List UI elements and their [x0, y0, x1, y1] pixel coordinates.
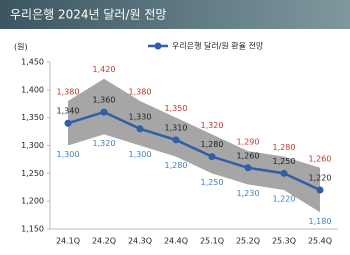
y-tick-label: 1,150	[21, 225, 44, 234]
data-label: 1,360	[93, 96, 116, 105]
legend-marker	[154, 42, 162, 50]
upper-label: 1,320	[201, 121, 224, 130]
upper-label: 1,290	[237, 138, 260, 147]
upper-label: 1,260	[309, 154, 332, 163]
upper-label: 1,380	[57, 87, 80, 96]
chart-title: 우리은행 2024년 달러/원 전망	[10, 7, 166, 22]
x-tick-label: 25.1Q	[200, 237, 224, 246]
y-tick-label: 1,200	[21, 197, 44, 206]
x-tick-label: 24.2Q	[92, 237, 116, 246]
upper-label: 1,420	[93, 65, 116, 74]
data-label: 1,330	[129, 112, 152, 121]
upper-label: 1,350	[165, 104, 188, 113]
marker	[136, 125, 144, 133]
x-tick-label: 24.1Q	[56, 237, 80, 246]
data-label: 1,250	[273, 157, 296, 166]
x-tick-label: 25.3Q	[272, 237, 296, 246]
upper-label: 1,380	[129, 87, 152, 96]
lower-label: 1,300	[57, 150, 80, 159]
data-label: 1,220	[309, 174, 332, 183]
data-label: 1,310	[165, 123, 188, 132]
y-tick-label: 1,300	[21, 141, 44, 150]
y-tick-label: 1,250	[21, 169, 44, 178]
data-label: 1,340	[57, 107, 80, 116]
range-band	[68, 78, 320, 213]
marker	[64, 119, 72, 127]
y-tick-label: 1,350	[21, 113, 44, 122]
x-tick-label: 25.4Q	[308, 237, 332, 246]
marker	[172, 136, 180, 144]
lower-label: 1,230	[237, 189, 260, 198]
marker	[280, 169, 288, 177]
data-label: 1,260	[237, 151, 260, 160]
marker	[100, 108, 108, 116]
y-tick-label: 1,450	[21, 58, 44, 67]
x-tick-label: 24.3Q	[128, 237, 152, 246]
lower-label: 1,220	[273, 195, 296, 204]
upper-label: 1,280	[273, 143, 296, 152]
y-axis-label: (원)	[14, 43, 28, 52]
data-label: 1,280	[201, 140, 224, 149]
legend-label: 우리은행 달러/원 환율 전망	[172, 41, 264, 51]
lower-label: 1,320	[93, 139, 116, 148]
lower-label: 1,180	[309, 217, 332, 226]
marker	[316, 186, 324, 194]
x-tick-label: 24.4Q	[164, 237, 188, 246]
y-tick-label: 1,400	[21, 85, 44, 94]
marker	[244, 164, 252, 172]
lower-label: 1,300	[129, 150, 152, 159]
marker	[208, 153, 216, 161]
lower-label: 1,250	[201, 178, 224, 187]
lower-label: 1,280	[165, 161, 188, 170]
title-bar	[0, 0, 350, 29]
x-tick-label: 25.2Q	[236, 237, 260, 246]
line	[67, 110, 321, 192]
